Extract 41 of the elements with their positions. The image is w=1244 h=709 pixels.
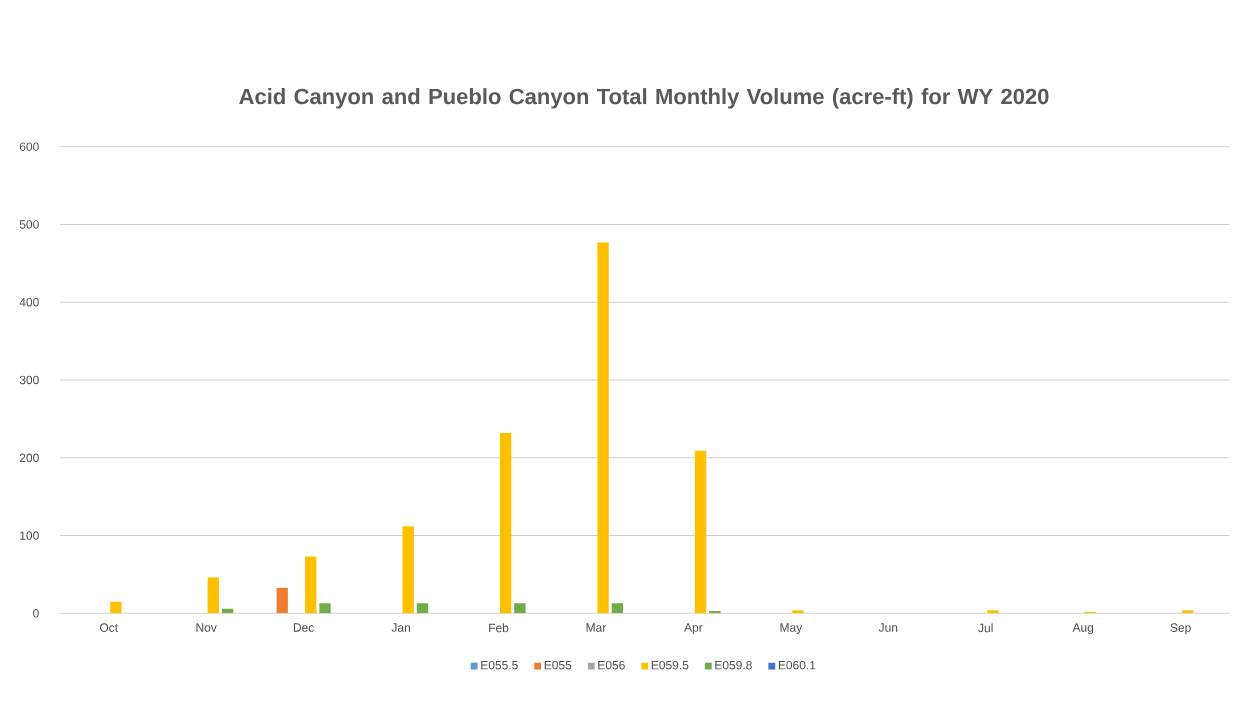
bar xyxy=(514,603,526,614)
x-tick-label: Oct xyxy=(99,623,118,632)
bar xyxy=(694,450,707,614)
x-tick-label: Dec xyxy=(293,623,314,632)
y-tick-label: 200 xyxy=(19,453,39,462)
x-tick-label: Jul xyxy=(978,623,993,633)
y-tick-label: 500 xyxy=(19,220,39,229)
bar xyxy=(1182,610,1194,614)
x-tick-label: Feb xyxy=(489,623,509,633)
x-tick-label: Apr xyxy=(684,623,703,634)
x-tick-label: May xyxy=(780,623,803,634)
bar xyxy=(987,610,999,614)
bar xyxy=(305,556,317,614)
legend-label: E059.5 xyxy=(651,660,689,670)
y-tick-label: 300 xyxy=(19,375,39,385)
bar xyxy=(611,603,624,614)
bar xyxy=(402,526,414,614)
bar xyxy=(597,242,609,614)
legend-label: E060.1 xyxy=(778,660,816,670)
bar xyxy=(110,601,122,614)
bar xyxy=(276,587,288,614)
bar xyxy=(207,577,219,614)
legend-label: E055 xyxy=(544,660,572,670)
y-tick-label: 400 xyxy=(19,297,39,307)
y-tick-label: 100 xyxy=(20,531,39,540)
chart-title: Acid Canyon and Pueblo Canyon Total Monthly Volume (acre-ft) for WY 2020 xyxy=(239,87,1049,109)
x-tick-label: Sep xyxy=(1170,623,1191,635)
bar xyxy=(416,603,429,614)
bar xyxy=(499,432,512,614)
x-tick-label: Aug xyxy=(1072,623,1094,634)
legend-label: E055.5 xyxy=(481,660,518,670)
bar xyxy=(792,610,804,614)
legend-label: E056 xyxy=(598,660,625,670)
x-tick-label: Mar xyxy=(586,623,607,632)
bar xyxy=(319,603,331,614)
x-tick-label: Jan xyxy=(391,623,410,632)
y-tick-label: 600 xyxy=(19,142,39,151)
x-tick-label: Jun xyxy=(878,623,898,632)
y-tick-label: 0 xyxy=(33,608,39,618)
x-tick-label: Nov xyxy=(196,623,217,632)
legend-label: E059.8 xyxy=(715,660,752,670)
